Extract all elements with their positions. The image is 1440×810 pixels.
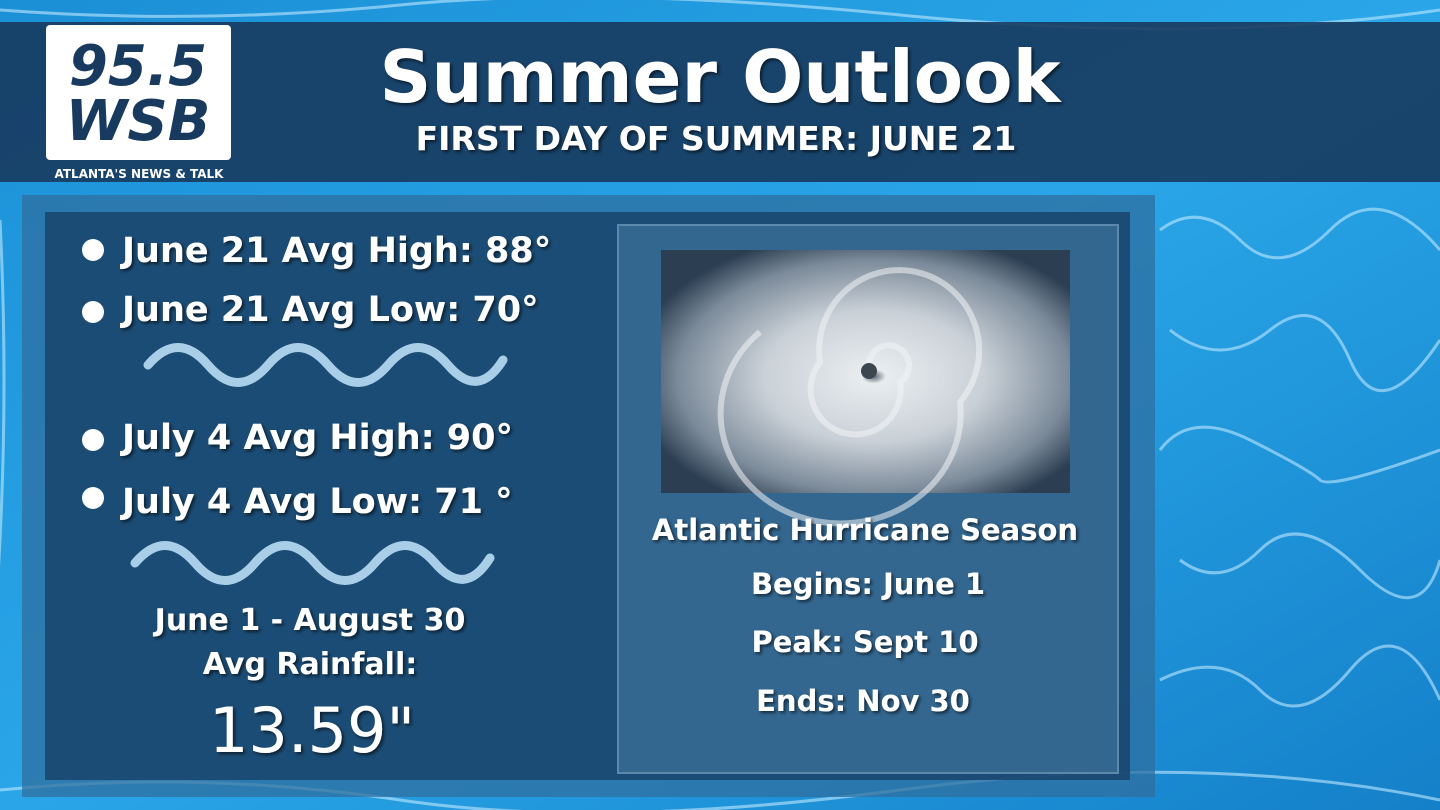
bullet xyxy=(82,239,104,261)
logo-box xyxy=(46,25,231,160)
wave-divider xyxy=(130,541,495,585)
temperature-list: June 21 Avg High: 88° June 21 Avg Low: 7… xyxy=(82,231,551,522)
temperature-item: June 21 Avg High: 88° xyxy=(120,231,551,271)
temperature-item: July 4 Avg Low: 71 ° xyxy=(120,482,513,522)
logo-station: WSB xyxy=(66,89,211,154)
wave-divider xyxy=(143,343,508,387)
temperature-item: July 4 Avg High: 90° xyxy=(120,418,513,458)
logo-tagline: ATLANTA'S NEWS & TALK xyxy=(55,167,225,181)
hurricane-title: Atlantic Hurricane Season xyxy=(652,513,1078,547)
bullet xyxy=(82,301,104,323)
header-banner xyxy=(0,22,1440,182)
rainfall-value: 13.59" xyxy=(209,694,415,767)
rainfall-label: Avg Rainfall: xyxy=(203,647,417,682)
bullet xyxy=(82,487,104,509)
hurricane-image xyxy=(661,250,1070,527)
title: Summer Outlook xyxy=(380,35,1063,119)
logo-number: 95.5 xyxy=(69,34,207,99)
temperature-item: June 21 Avg Low: 70° xyxy=(120,290,539,330)
hurricane-ends: Ends: Nov 30 xyxy=(756,684,970,718)
hurricane-peak: Peak: Sept 10 xyxy=(751,625,978,659)
rainfall-period: June 1 - August 30 xyxy=(153,603,466,638)
subtitle: FIRST DAY OF SUMMER: JUNE 21 xyxy=(416,119,1017,158)
hurricane-begins: Begins: June 1 xyxy=(751,567,985,601)
bullet xyxy=(82,429,104,451)
